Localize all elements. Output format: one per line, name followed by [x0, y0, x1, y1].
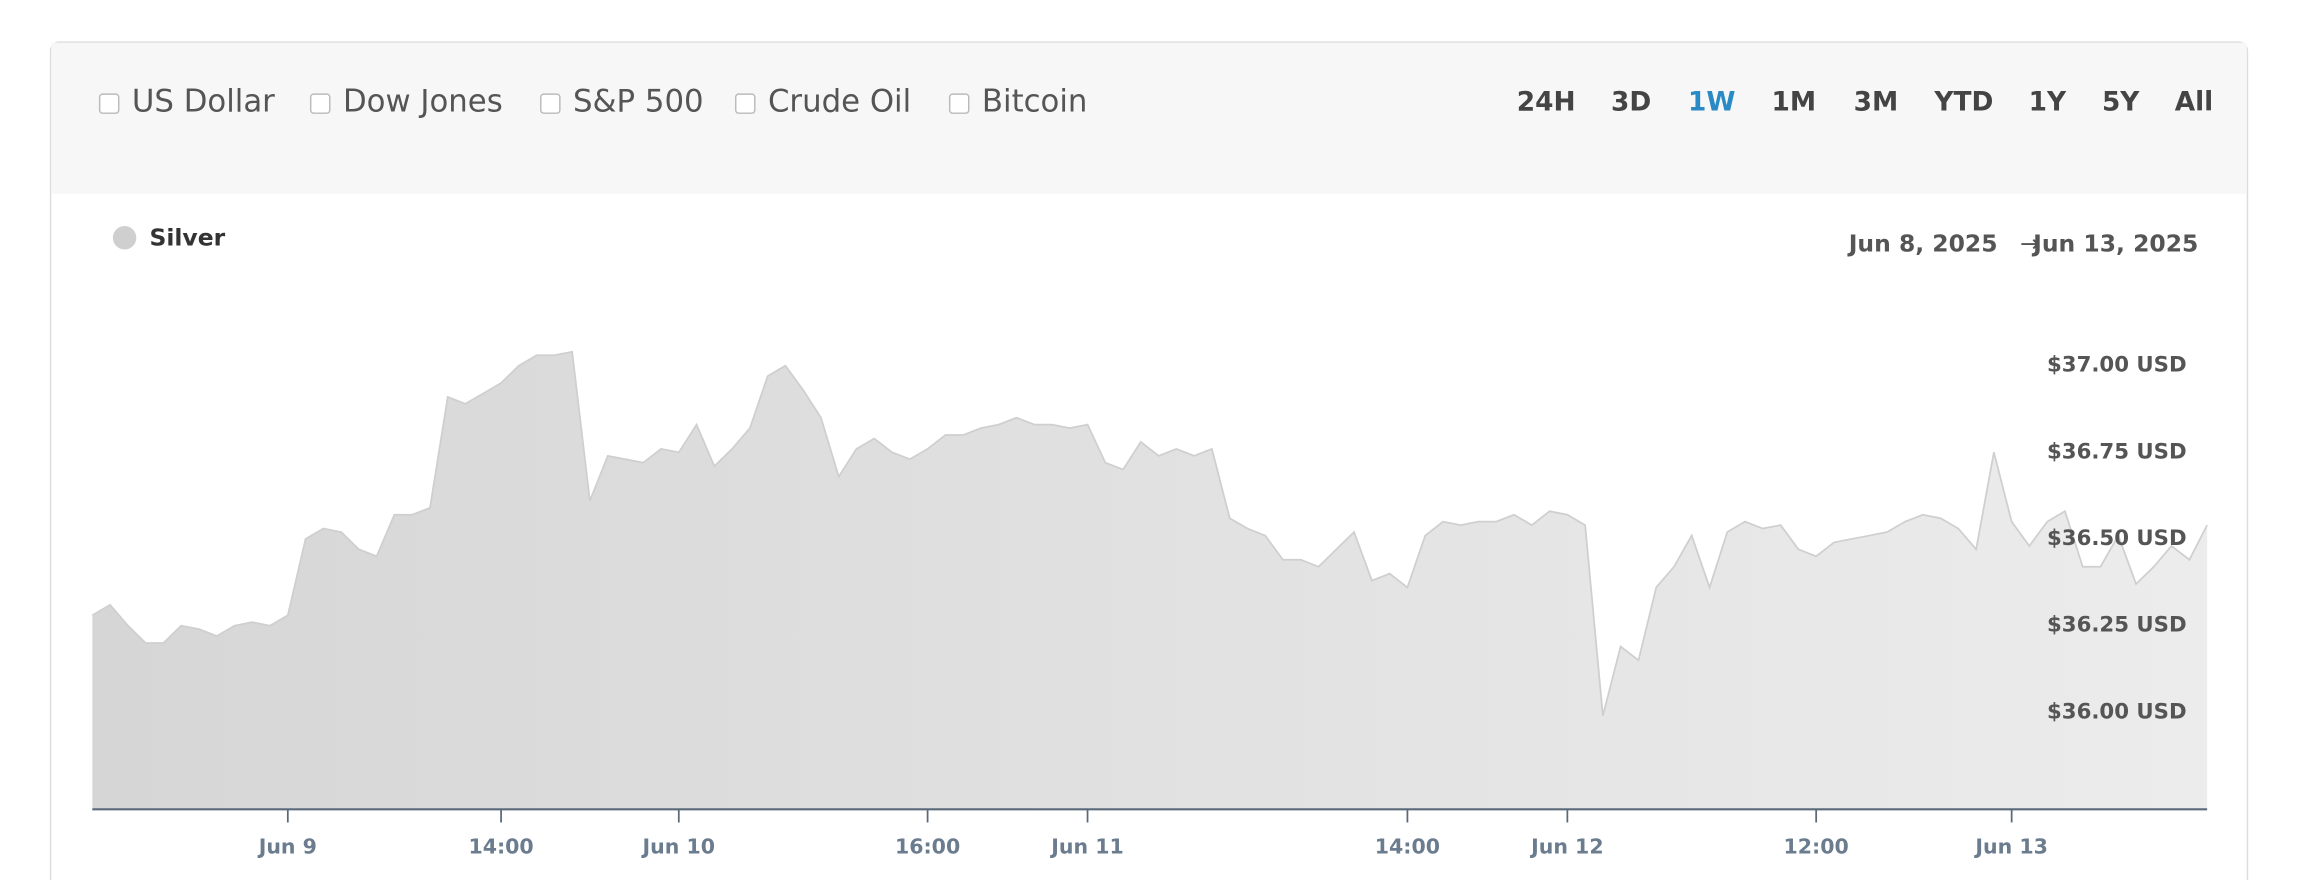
checkbox[interactable] — [309, 93, 331, 114]
x-tick-label: Jun 12 — [1529, 834, 1603, 858]
checkbox[interactable] — [734, 93, 756, 114]
checkbox-label[interactable]: Bitcoin — [982, 83, 1088, 119]
checkbox-label[interactable]: US Dollar — [132, 83, 275, 119]
x-tick-label: 14:00 — [468, 834, 533, 858]
range-button[interactable]: 3M — [1854, 87, 1899, 117]
range-button[interactable]: 1Y — [2029, 87, 2067, 117]
y-tick-label: $36.50 USD — [2047, 526, 2187, 551]
checkbox-label[interactable]: S&P 500 — [573, 83, 704, 119]
range-button[interactable]: 3D — [1611, 87, 1651, 117]
checkbox-label[interactable]: Dow Jones — [343, 83, 503, 119]
range-button[interactable]: 1W — [1688, 87, 1735, 117]
range-button[interactable]: 24H — [1517, 87, 1576, 117]
checkbox-label[interactable]: Crude Oil — [768, 83, 911, 119]
range-button[interactable]: 1M — [1772, 87, 1817, 117]
checkbox[interactable] — [948, 93, 970, 114]
x-tick-label: Jun 13 — [1973, 834, 2047, 858]
date-start: Jun 8, 2025 — [1847, 230, 1998, 258]
range-button[interactable]: 5Y — [2102, 87, 2140, 117]
x-tick-label: 16:00 — [895, 834, 960, 858]
x-tick-label: Jun 9 — [257, 834, 317, 858]
toolbar — [51, 42, 2247, 194]
line — [91, 350, 2208, 716]
x-tick-label: Jun 11 — [1049, 834, 1123, 858]
date-end: Jun 13, 2025 — [2031, 230, 2198, 258]
y-tick-label: $37.00 USD — [2047, 353, 2187, 378]
legend-marker — [112, 226, 137, 250]
x-tick-label: Jun 10 — [641, 834, 715, 858]
x-tick-label: 12:00 — [1784, 834, 1849, 858]
area — [92, 351, 2208, 810]
range-button[interactable]: YTD — [1933, 87, 1993, 117]
y-tick-label: $36.00 USD — [2047, 699, 2187, 724]
date-arrow: → — [2020, 230, 2040, 258]
range-button[interactable]: All — [2175, 87, 2214, 117]
y-tick-label: $36.75 USD — [2047, 439, 2187, 464]
checkbox[interactable] — [98, 93, 120, 114]
x-tick-label: 14:00 — [1375, 834, 1440, 858]
y-tick-label: $36.25 USD — [2047, 613, 2187, 638]
legend-label: Silver — [149, 224, 225, 252]
checkbox[interactable] — [540, 93, 561, 114]
